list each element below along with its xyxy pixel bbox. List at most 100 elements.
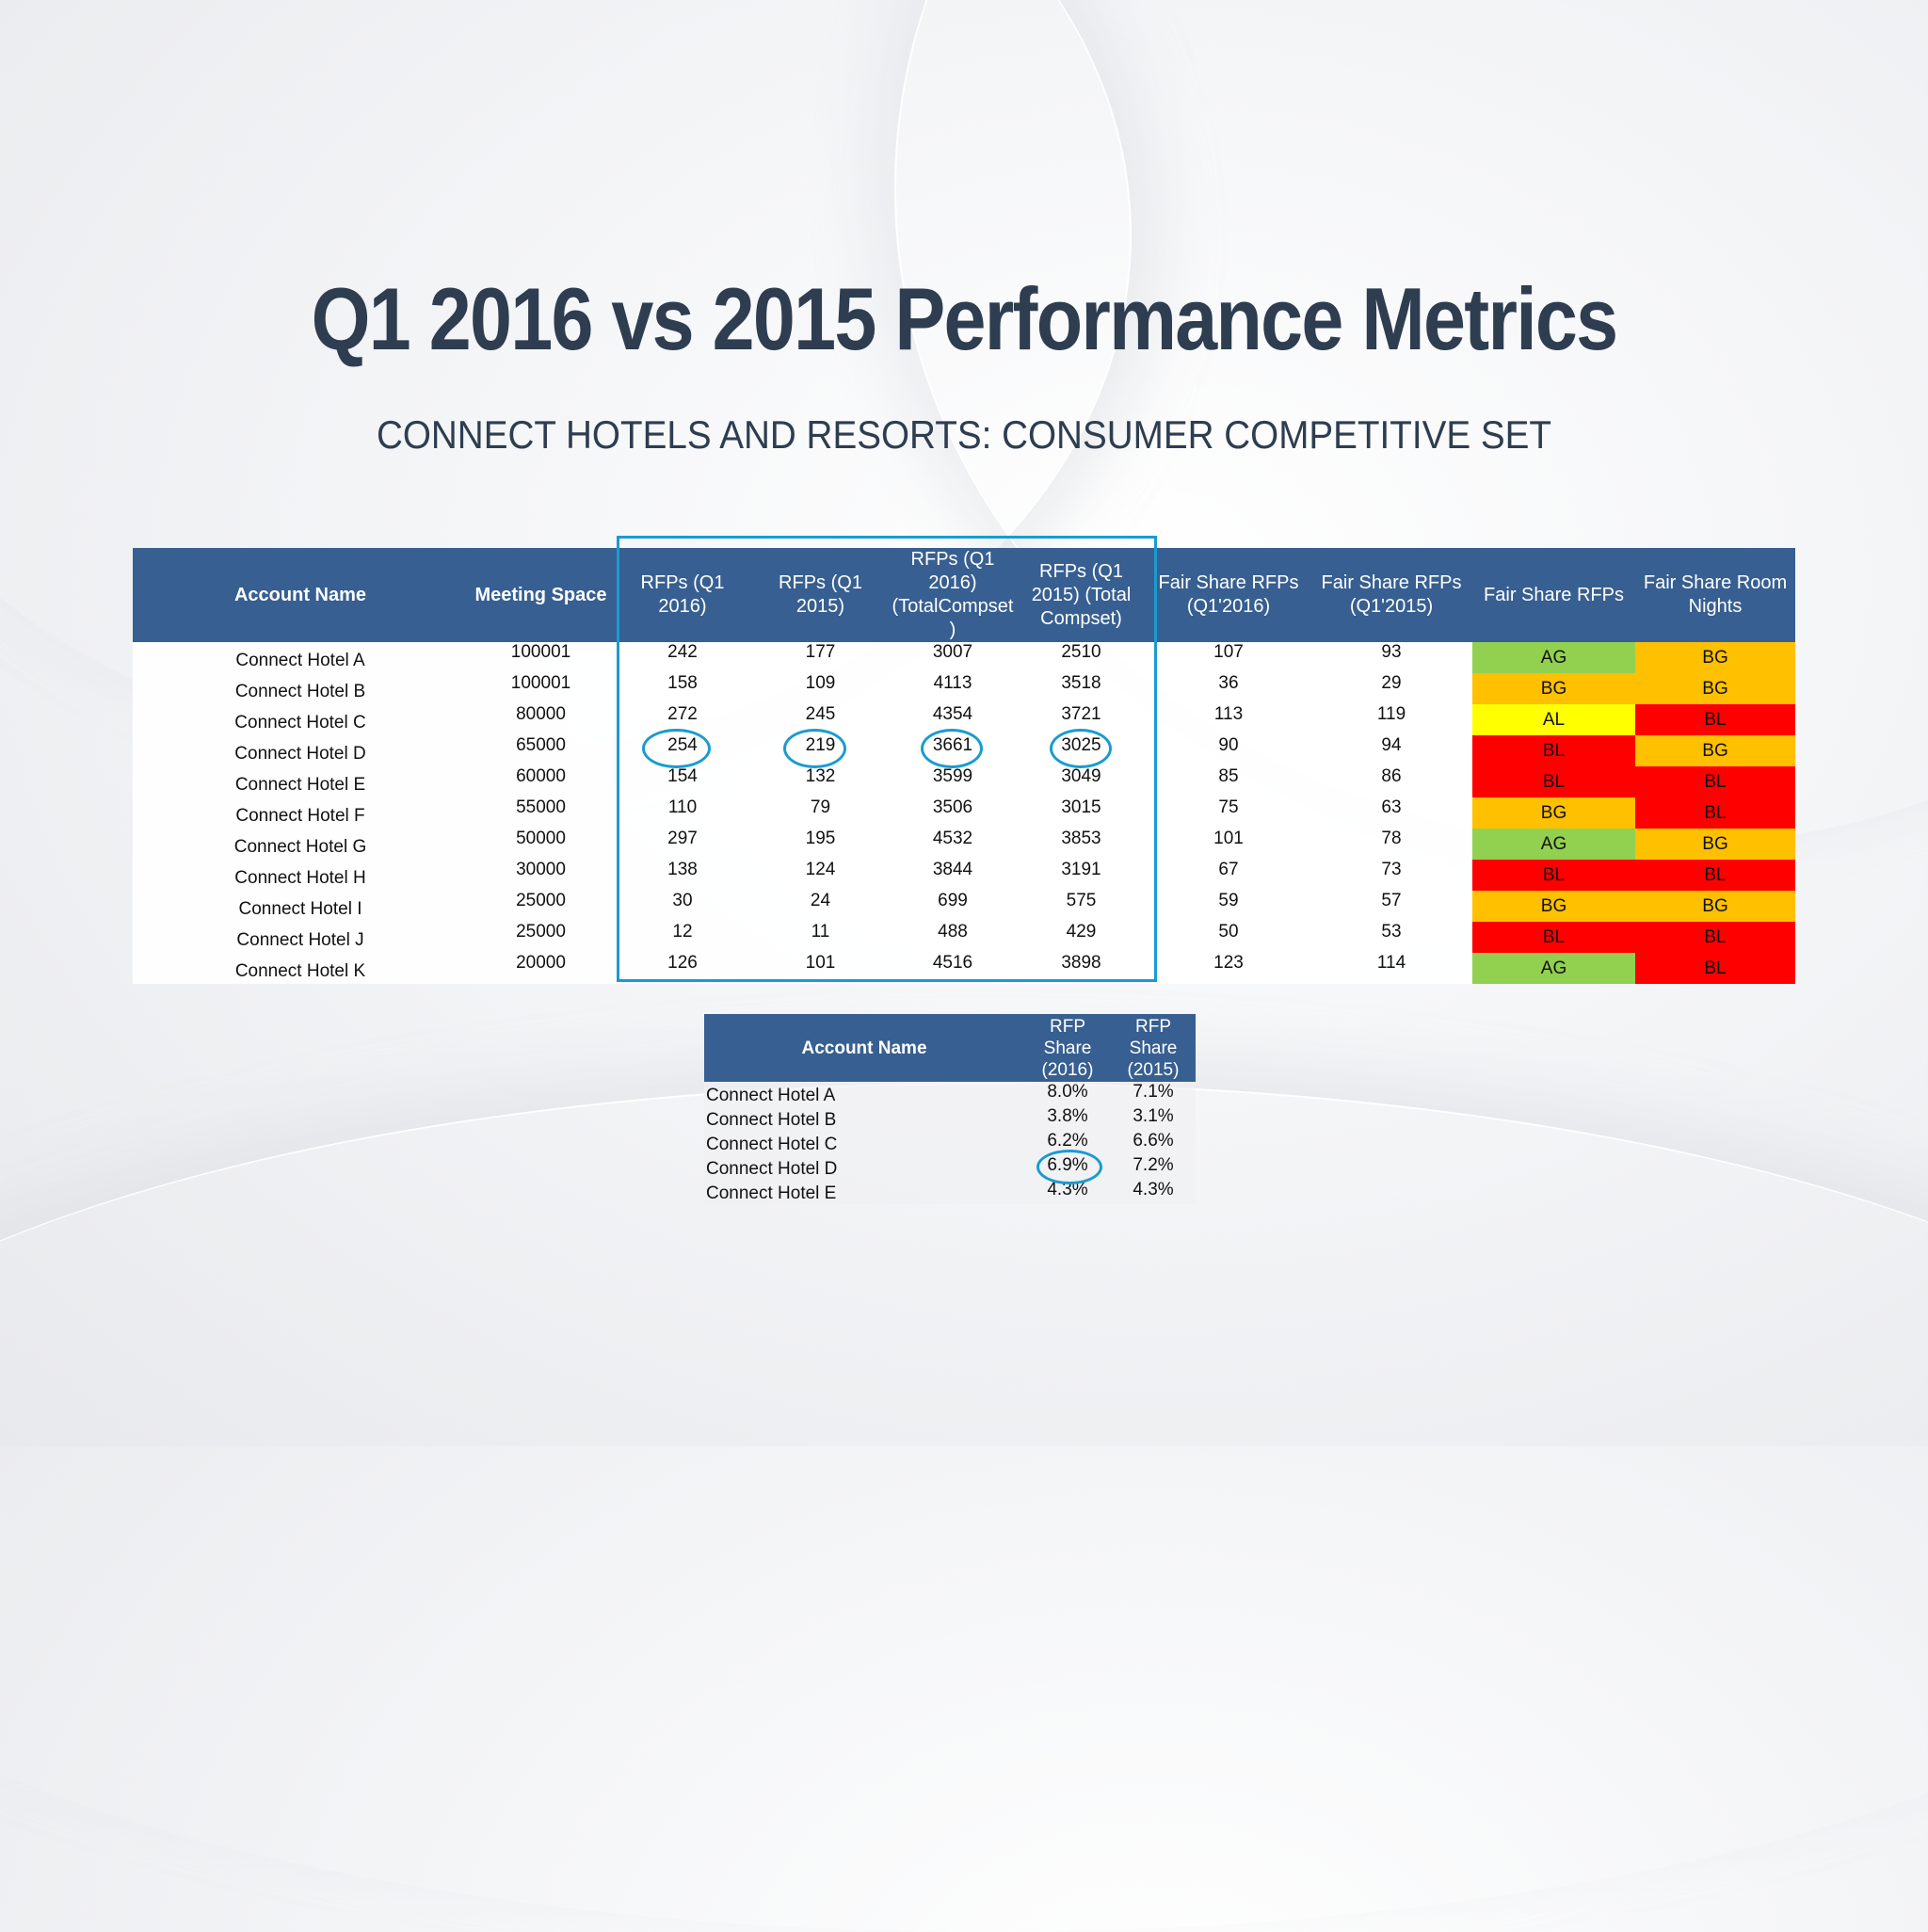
rfps-q1-2015-cell: 109	[751, 673, 890, 704]
fair-share-room-nights-rating: BL	[1635, 704, 1795, 735]
highlight-circle	[1050, 729, 1112, 768]
account-name-cell: Connect Hotel C	[704, 1131, 1024, 1155]
header-account-name: Account Name	[704, 1014, 1024, 1082]
rfps-q1-2015-cell: 24	[751, 891, 890, 922]
rfps-compset-2016-cell: 488	[890, 922, 1016, 953]
rfps-compset-2016-cell: 4113	[890, 673, 1016, 704]
fair-share-2016-cell: 123	[1147, 953, 1310, 984]
rfps-compset-2016-cell: 3007	[890, 642, 1016, 673]
table-row: Connect Hotel B 3.8% 3.1%	[704, 1106, 1196, 1131]
slide-title: Q1 2016 vs 2015 Performance Metrics	[311, 269, 1619, 368]
rfp-share-2015-cell: 6.6%	[1111, 1131, 1196, 1155]
table-row: Connect Hotel E 60000 154 132 3599 3049 85 86 BL…	[133, 766, 1795, 797]
account-name-cell: Connect Hotel E	[133, 766, 468, 797]
rfp-share-2016-cell: 8.0%	[1024, 1082, 1111, 1106]
rfps-compset-2015-cell: 429	[1016, 922, 1147, 953]
rfps-compset-2015-cell: 3015	[1016, 797, 1147, 829]
rfps-compset-2016-cell: 4532	[890, 829, 1016, 860]
fair-share-rfps-rating: AG	[1472, 642, 1635, 673]
fair-share-2015-cell: 63	[1310, 797, 1472, 829]
rfps-q1-2016-cell: 297	[614, 829, 751, 860]
highlight-circle	[783, 729, 846, 768]
meeting-space-cell: 60000	[468, 766, 614, 797]
header-rfps-q1-2015: RFPs (Q1 2015)	[751, 548, 890, 642]
meeting-space-cell: 50000	[468, 829, 614, 860]
fair-share-2016-cell: 101	[1147, 829, 1310, 860]
table-row: Connect Hotel I 25000 30 24 699 575 59 57 BG BG	[133, 891, 1795, 922]
account-name-cell: Connect Hotel C	[133, 704, 468, 735]
rfp-share-2015-cell: 4.3%	[1111, 1180, 1196, 1204]
table-row: Connect Hotel C 6.2% 6.6%	[704, 1131, 1196, 1155]
fair-share-room-nights-rating: BL	[1635, 953, 1795, 984]
account-name-cell: Connect Hotel J	[133, 922, 468, 953]
fair-share-2015-cell: 57	[1310, 891, 1472, 922]
rfps-compset-2015-cell: 3721	[1016, 704, 1147, 735]
fair-share-2016-cell: 36	[1147, 673, 1310, 704]
table-row: Connect Hotel F 55000 110 79 3506 3015 75 63 BG B…	[133, 797, 1795, 829]
fair-share-2016-cell: 50	[1147, 922, 1310, 953]
fair-share-rfps-rating: AG	[1472, 829, 1635, 860]
fair-share-2016-cell: 59	[1147, 891, 1310, 922]
rfps-q1-2015-cell: 11	[751, 922, 890, 953]
table-row: Connect Hotel D 6.9% 7.2%	[704, 1155, 1196, 1180]
header-fair-share-2015: Fair Share RFPs (Q1'2015)	[1310, 548, 1472, 642]
rfps-q1-2015-cell: 245	[751, 704, 890, 735]
table-row: Connect Hotel G 50000 297 195 4532 3853 101 78 A…	[133, 829, 1795, 860]
fair-share-room-nights-rating: BL	[1635, 922, 1795, 953]
fair-share-room-nights-rating: BG	[1635, 735, 1795, 766]
rfps-q1-2016-cell: 30	[614, 891, 751, 922]
header-rfps-q1-2016: RFPs (Q1 2016)	[614, 548, 751, 642]
account-name-cell: Connect Hotel E	[704, 1180, 1024, 1204]
meeting-space-cell: 65000	[468, 735, 614, 766]
rfps-compset-2015-cell: 3898	[1016, 953, 1147, 984]
rfps-q1-2016-cell: 154	[614, 766, 751, 797]
fair-share-2015-cell: 86	[1310, 766, 1472, 797]
meeting-space-cell: 100001	[468, 673, 614, 704]
fair-share-2016-cell: 85	[1147, 766, 1310, 797]
account-name-cell: Connect Hotel A	[133, 642, 468, 673]
performance-table: Account Name Meeting Space RFPs (Q1 2016…	[133, 548, 1795, 984]
fair-share-room-nights-rating: BL	[1635, 860, 1795, 891]
meeting-space-cell: 25000	[468, 891, 614, 922]
rfps-q1-2016-cell: 242	[614, 642, 751, 673]
header-fair-share-2016: Fair Share RFPs (Q1'2016)	[1147, 548, 1310, 642]
table-row: Connect Hotel J 25000 12 11 488 429 50 53 BL BL	[133, 922, 1795, 953]
table-header-row: Account Name RFP Share (2016) RFP Share …	[704, 1014, 1196, 1082]
fair-share-2015-cell: 94	[1310, 735, 1472, 766]
table-row: Connect Hotel K 20000 126 101 4516 3898 123 114…	[133, 953, 1795, 984]
slide-subtitle: CONNECT HOTELS AND RESORTS: CONSUMER COM…	[376, 412, 1552, 457]
rfp-share-2016-cell: 3.8%	[1024, 1106, 1111, 1131]
rfps-compset-2015-cell: 3049	[1016, 766, 1147, 797]
header-account-name: Account Name	[133, 548, 468, 642]
account-name-cell: Connect Hotel K	[133, 953, 468, 984]
rfps-q1-2015-cell: 195	[751, 829, 890, 860]
rfps-q1-2015-cell: 177	[751, 642, 890, 673]
table-row: Connect Hotel C 80000 272 245 4354 3721 113 119…	[133, 704, 1795, 735]
fair-share-rfps-rating: BG	[1472, 797, 1635, 829]
fair-share-rfps-rating: BG	[1472, 673, 1635, 704]
fair-share-rfps-rating: AL	[1472, 704, 1635, 735]
rfps-compset-2016-cell: 4516	[890, 953, 1016, 984]
header-rfps-compset-2016: RFPs (Q1 2016) (TotalCompset )	[890, 548, 1016, 642]
rfps-compset-2015-cell: 575	[1016, 891, 1147, 922]
account-name-cell: Connect Hotel H	[133, 860, 468, 891]
fair-share-2016-cell: 113	[1147, 704, 1310, 735]
meeting-space-cell: 30000	[468, 860, 614, 891]
header-fair-share-rfps: Fair Share RFPs	[1472, 548, 1635, 642]
background-swoosh	[0, 1083, 1928, 1932]
rfp-share-table: Account Name RFP Share (2016) RFP Share …	[704, 1014, 1196, 1204]
fair-share-2015-cell: 119	[1310, 704, 1472, 735]
account-name-cell: Connect Hotel A	[704, 1082, 1024, 1106]
rfps-compset-2015-cell: 3191	[1016, 860, 1147, 891]
highlight-circle	[921, 729, 983, 768]
fair-share-2016-cell: 75	[1147, 797, 1310, 829]
fair-share-room-nights-rating: BG	[1635, 891, 1795, 922]
rfps-q1-2015-cell: 132	[751, 766, 890, 797]
fair-share-2015-cell: 114	[1310, 953, 1472, 984]
fair-share-2016-cell: 107	[1147, 642, 1310, 673]
table-row: Connect Hotel A 8.0% 7.1%	[704, 1082, 1196, 1106]
highlight-box	[617, 536, 1157, 982]
rfps-compset-2016-cell: 699	[890, 891, 1016, 922]
fair-share-rfps-rating: BL	[1472, 766, 1635, 797]
meeting-space-cell: 80000	[468, 704, 614, 735]
